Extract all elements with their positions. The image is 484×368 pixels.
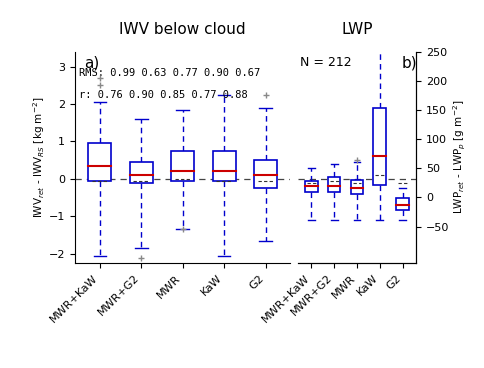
Bar (305, 181, 318, 192)
Text: IWV below cloud: IWV below cloud (120, 22, 246, 37)
Bar (374, 108, 386, 185)
Bar (213, 151, 236, 181)
Bar (254, 160, 277, 188)
Bar (171, 151, 194, 181)
Bar (130, 162, 152, 183)
Text: b): b) (402, 56, 418, 71)
Bar (328, 177, 340, 192)
Text: r: 0.76 0.90 0.85 0.77 0.88: r: 0.76 0.90 0.85 0.77 0.88 (79, 90, 248, 100)
Y-axis label: IWV$_{ret}$ - IWV$_{RS}$ [kg m$^{-2}$]: IWV$_{ret}$ - IWV$_{RS}$ [kg m$^{-2}$] (31, 97, 47, 218)
Text: LWP: LWP (341, 22, 373, 37)
Text: RMS: 0.99 0.63 0.77 0.90 0.67: RMS: 0.99 0.63 0.77 0.90 0.67 (79, 68, 260, 78)
Bar (89, 143, 111, 181)
Bar (351, 180, 363, 194)
Y-axis label: LWP$_{ret}$ - LWP$_{p}$ [g m$^{-2}$]: LWP$_{ret}$ - LWP$_{p}$ [g m$^{-2}$] (452, 100, 469, 215)
Text: a): a) (84, 56, 99, 71)
Bar (396, 198, 409, 210)
Text: N = 212: N = 212 (300, 56, 352, 69)
